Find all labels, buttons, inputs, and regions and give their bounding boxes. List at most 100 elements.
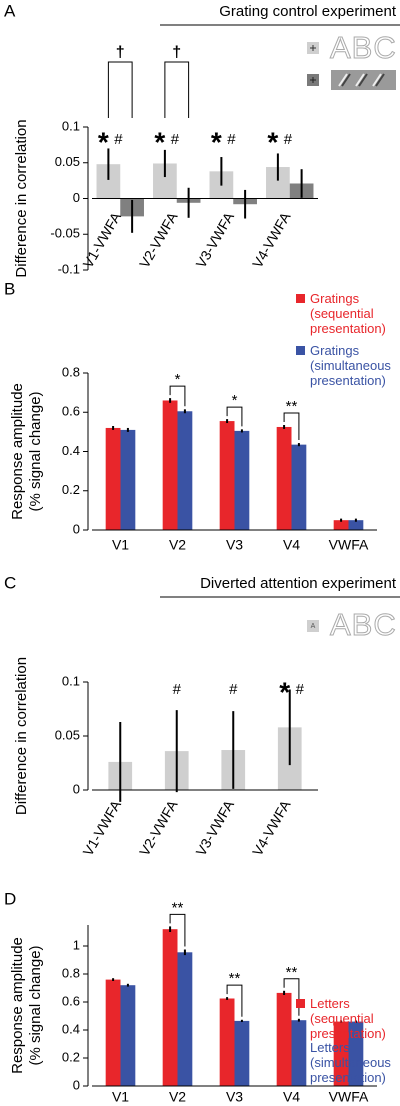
bar [276,992,292,1086]
x-tick-label: V2 [169,537,186,553]
bar [162,929,178,1086]
grating-patch [341,73,385,87]
bar [96,164,121,199]
bar [333,520,349,530]
x-tick-label: VWFA [329,1089,369,1105]
significance-star: * [211,126,222,157]
legend-swatch [296,346,305,355]
y-tick-label: 0.2 [62,482,80,497]
y-tick-label: 0.4 [62,1021,80,1036]
significance-bracket [226,984,243,1017]
y-tick-label: 0.05 [55,727,80,742]
bar [291,444,307,530]
legend-label: Gratings (simultaneous presentation) [310,343,391,388]
x-tick-label: VWFA [329,537,369,553]
stimulus-text: ABC [330,607,397,642]
panel-header: Diverted attention experiment [200,575,397,592]
y-tick-label: 0.6 [62,993,80,1008]
significance-hash: # [229,681,238,698]
y-tick-label: 1 [73,937,80,952]
bar [291,1020,307,1086]
y-axis-label: Difference in correlation [13,657,30,815]
significance-hash: # [284,131,293,148]
y-axis-label: (% signal change) [27,945,44,1065]
panel-label: A [4,1,16,20]
significance-star: * [154,126,165,157]
panel-label: B [4,279,15,298]
bar [105,427,121,530]
grating-patch [338,73,382,87]
x-tick-label: V1 [112,1089,129,1105]
y-axis-label: Response amplitude [9,383,26,520]
y-tick-label: -0.05 [50,226,80,241]
bar [120,985,136,1086]
significance-bracket [169,913,186,947]
y-tick-label: 0 [73,521,80,536]
bar [120,429,136,530]
x-tick-label: V3-VWFA [192,209,237,271]
bar [177,952,193,1086]
x-tick-label: V4 [283,537,300,553]
bracket-label: ** [229,970,241,987]
bar [219,998,235,1086]
x-tick-label: V4 [283,1089,300,1105]
x-tick-label: V1-VWFA [79,797,124,859]
significance-hash: # [171,131,180,148]
x-tick-label: V3 [226,537,243,553]
significance-star: * [279,676,290,707]
legend-label: Letters (simultaneous presentation) [310,1040,391,1085]
significance-bracket [283,412,300,441]
y-axis-label: Response amplitude [9,937,26,1074]
y-axis-label: (% signal change) [27,391,44,511]
legend-swatch [296,999,305,1008]
y-tick-label: 0.4 [62,443,80,458]
y-axis-label: Difference in correlation [13,119,30,277]
bar [333,1021,349,1086]
stimulus-text: ABC [330,30,397,65]
y-tick-label: 0 [73,781,80,796]
bar [348,1021,364,1086]
bar [153,163,177,199]
y-tick-label: 0.8 [62,364,80,379]
bar [219,421,235,530]
bar [162,400,178,530]
significance-bracket [169,385,186,407]
bracket-label: † [172,44,181,61]
bar [276,426,292,530]
x-tick-label: V2-VWFA [136,797,181,859]
bar [234,1020,250,1086]
x-tick-label: V2-VWFA [136,209,181,271]
x-tick-label: V3 [226,1089,243,1105]
x-tick-label: V4-VWFA [249,209,294,271]
bracket-label: † [116,44,125,61]
y-tick-label: 0.2 [62,1049,80,1064]
legend-swatch [296,294,305,303]
fixation-cross [310,45,316,51]
y-tick-label: -0.1 [58,261,80,276]
bar [177,411,193,530]
y-tick-label: 0 [73,1077,80,1092]
significance-star: * [98,126,109,157]
bar [266,167,290,199]
bar [348,520,364,530]
significance-bracket [164,61,190,118]
bracket-label: ** [172,899,184,916]
significance-bracket [226,406,243,427]
legend-swatch [296,1043,305,1052]
significance-bracket [107,61,133,118]
x-tick-label: V1 [112,537,129,553]
y-tick-label: 0.05 [55,154,80,169]
legend-label: Gratings (sequential presentation) [310,291,386,336]
fixation-cross [310,77,316,83]
x-tick-label: V4-VWFA [249,797,294,859]
panel-label: C [4,573,16,592]
x-tick-label: V2 [169,1089,186,1105]
bar [105,979,121,1086]
bracket-label: * [175,371,181,388]
y-tick-label: 0.6 [62,404,80,419]
significance-hash: # [296,681,305,698]
y-tick-label: 0.1 [62,118,80,133]
y-tick-label: 0.8 [62,965,80,980]
